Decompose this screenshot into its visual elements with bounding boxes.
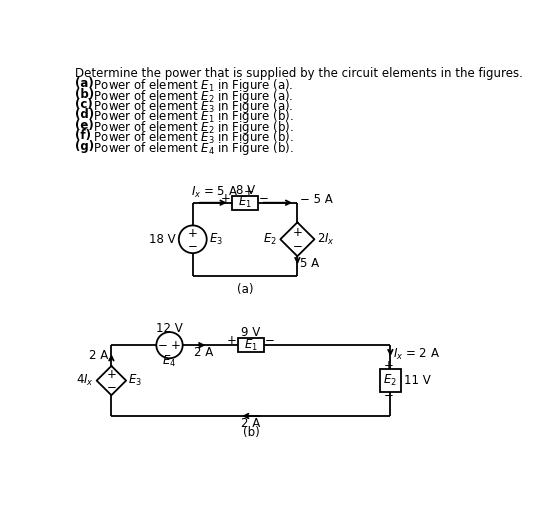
- Text: +: +: [188, 227, 197, 239]
- Text: $4I_x$: $4I_x$: [76, 373, 95, 388]
- Text: 2 A: 2 A: [194, 347, 213, 359]
- Text: Power of element $E_4$ in Figure (b).: Power of element $E_4$ in Figure (b).: [90, 140, 294, 157]
- Text: $E_2$: $E_2$: [263, 232, 277, 247]
- Text: −: −: [293, 241, 303, 253]
- Text: (b): (b): [75, 88, 94, 100]
- Text: 9 V: 9 V: [241, 327, 261, 339]
- Text: +: +: [107, 368, 116, 381]
- Text: $E_1$: $E_1$: [238, 195, 252, 210]
- Text: (d): (d): [75, 108, 94, 122]
- Text: Power of element $E_3$ in Figure (a).: Power of element $E_3$ in Figure (a).: [90, 98, 294, 115]
- Text: (c): (c): [75, 98, 93, 111]
- Text: (e): (e): [75, 119, 94, 132]
- Text: $E_3$: $E_3$: [209, 232, 223, 247]
- Text: $E_2$: $E_2$: [383, 373, 397, 388]
- Text: 2 A: 2 A: [89, 350, 108, 363]
- Text: +: +: [293, 226, 303, 239]
- Text: +: +: [221, 192, 230, 204]
- Text: (f): (f): [75, 129, 91, 142]
- Bar: [238, 338, 264, 352]
- Bar: [232, 196, 258, 210]
- Text: +: +: [384, 358, 394, 372]
- Text: Power of element $E_1$ in Figure (a).: Power of element $E_1$ in Figure (a).: [90, 77, 294, 94]
- Text: (g): (g): [75, 140, 94, 152]
- Text: 8 V: 8 V: [235, 184, 255, 197]
- Text: $I_x$ = 2 A: $I_x$ = 2 A: [393, 347, 441, 362]
- Text: − 5 A: − 5 A: [300, 193, 333, 206]
- Text: −: −: [265, 334, 274, 347]
- Text: (b): (b): [243, 426, 259, 439]
- Text: 5 A: 5 A: [300, 258, 320, 270]
- Text: Power of element $E_2$ in Figure (b).: Power of element $E_2$ in Figure (b).: [90, 119, 294, 136]
- Bar: [379, 369, 401, 392]
- Text: 11 V: 11 V: [404, 374, 431, 387]
- Text: Power of element $E_3$ in Figure (b).: Power of element $E_3$ in Figure (b).: [90, 129, 294, 146]
- Text: 12 V: 12 V: [156, 322, 183, 335]
- Text: $2I_x$: $2I_x$: [317, 232, 334, 247]
- Text: 18 V: 18 V: [149, 233, 175, 246]
- Text: −: −: [259, 192, 269, 204]
- Text: +: +: [170, 339, 180, 352]
- Text: $I_x$ = 5 A  +: $I_x$ = 5 A +: [191, 185, 255, 200]
- Text: $E_1$: $E_1$: [244, 338, 258, 353]
- Text: (a): (a): [75, 77, 94, 90]
- Text: −: −: [107, 381, 116, 393]
- Text: Determine the power that is supplied by the circuit elements in the figures.: Determine the power that is supplied by …: [75, 67, 523, 80]
- Text: 2 A: 2 A: [241, 417, 261, 430]
- Text: Power of element $E_2$ in Figure (a).: Power of element $E_2$ in Figure (a).: [90, 88, 294, 105]
- Text: $E_4$: $E_4$: [162, 354, 177, 369]
- Text: +: +: [226, 334, 236, 347]
- Text: Power of element $E_1$ in Figure (b).: Power of element $E_1$ in Figure (b).: [90, 108, 294, 125]
- Text: (a): (a): [237, 283, 254, 296]
- Text: −: −: [158, 339, 168, 352]
- Text: −: −: [384, 389, 394, 403]
- Text: −: −: [188, 239, 197, 253]
- Text: $E_3$: $E_3$: [129, 373, 142, 388]
